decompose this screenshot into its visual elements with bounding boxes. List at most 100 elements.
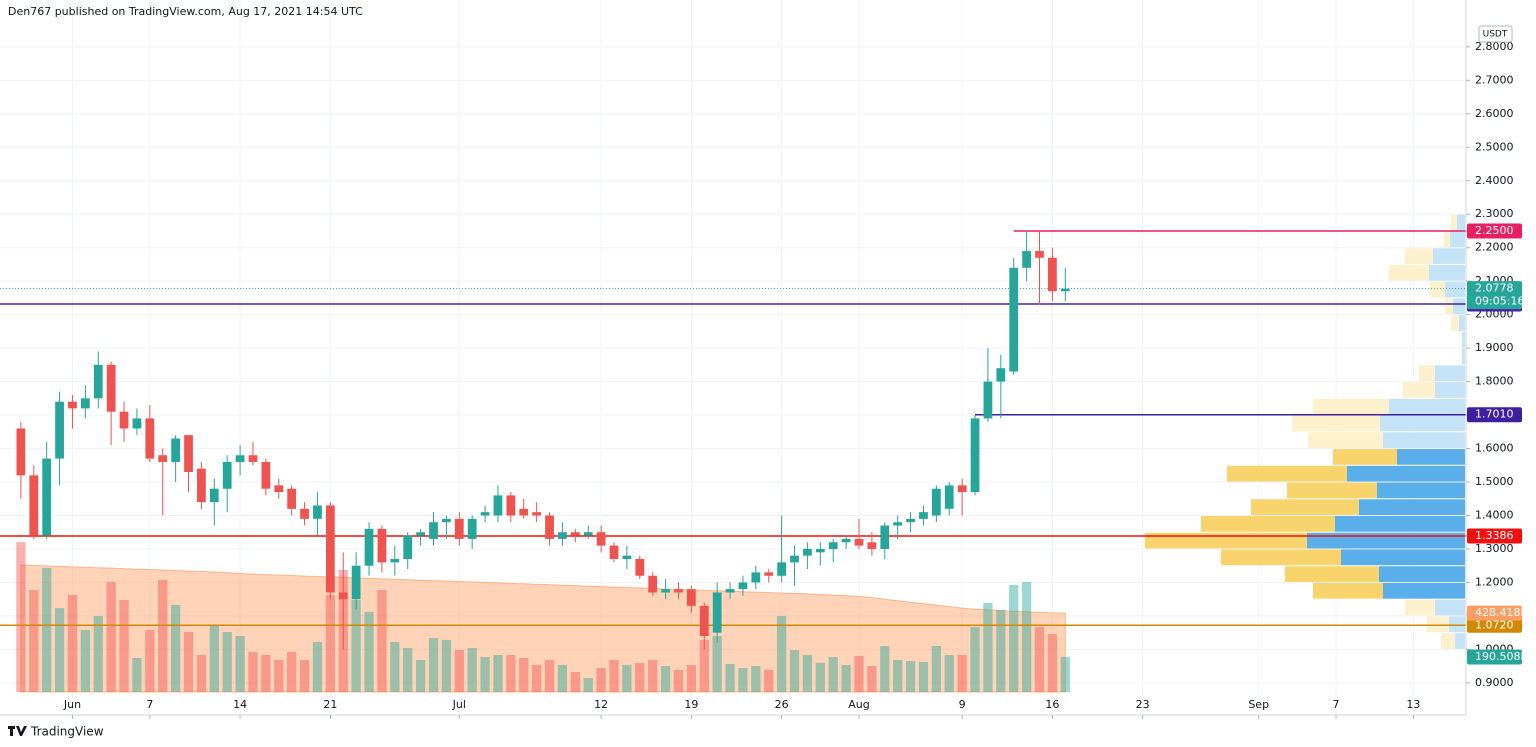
candle-body [545,515,554,539]
candle-body [996,368,1006,382]
candle-body [648,575,658,593]
profile-down [1427,616,1449,633]
volume-bar [183,632,194,692]
candle-body [596,532,606,546]
candle-body [209,488,219,503]
candle-body [248,455,258,462]
candle-body [893,522,903,526]
profile-up [1445,281,1465,298]
volume-bar [480,657,490,692]
candle-body [287,488,297,509]
volume-bar [841,664,851,692]
volume-bar [170,604,181,692]
volume-bar [673,669,684,692]
y-tick-label: 2.7000 [1475,73,1514,86]
level-label: 1.7010 [1475,408,1514,421]
candle-body [416,532,425,536]
volume-bar [738,668,748,692]
brand-logo [8,726,27,736]
volume-bar [119,600,129,692]
candle-body [815,548,825,553]
candle-body [93,364,103,399]
profile-down [1441,633,1455,649]
candle-body [377,528,387,563]
candle-body [532,512,542,516]
profile-up [1435,599,1465,616]
candle-body [841,538,851,543]
candle-body [609,545,619,560]
candle-body [1022,251,1031,268]
candle-body [42,458,52,536]
volume-bar [299,659,310,692]
volume-bar [403,648,413,692]
volume-ma-label-box [1467,605,1522,621]
volume-bar [29,590,39,692]
volume-bar [1047,634,1058,692]
candle-body [274,485,284,493]
candle-body [390,559,400,563]
volume-bar [158,579,168,692]
volume-profile [1145,214,1465,649]
profile-up [1359,499,1465,515]
volume-bar [415,659,426,692]
volume-ma-area [20,564,1066,693]
y-tick-label: 2.3000 [1475,207,1514,220]
profile-down [1451,214,1457,231]
level-label-box [1467,617,1522,633]
profile-down [1451,315,1459,331]
candle-body [119,411,129,429]
profile-up [1377,482,1465,499]
volume-bar [67,595,78,692]
volume-bar [377,590,387,692]
profile-up [1383,582,1465,599]
candle-body [803,548,812,556]
volume-bar [725,664,735,692]
volume-bar [93,616,103,692]
profile-up [1459,315,1465,331]
volume-bar [854,655,864,692]
candle-body [790,555,799,563]
profile-down [1333,449,1397,465]
volume-bar [622,664,632,692]
candle-body [738,582,748,590]
candle-body [480,512,490,516]
candle-body [184,435,193,472]
volume-bar [454,650,464,692]
volume-bar [789,650,800,692]
profile-up [1397,449,1465,465]
volume-bar [802,655,813,692]
profile-down [1287,482,1377,499]
profile-up [1341,549,1465,566]
y-tick-label: 1.8000 [1475,375,1514,388]
x-tick-label: 23 [1136,698,1150,711]
volume-bar [957,655,967,692]
candle-body [906,518,915,523]
profile-up [1335,515,1465,532]
level-label: 1.3386 [1475,529,1514,542]
volume-bar [751,666,761,692]
volume-bar [635,662,645,692]
volume-bar [893,659,903,692]
currency: USDT [1483,30,1508,40]
candle-body [106,364,116,412]
candle-body [261,461,271,489]
volume-bar [351,600,361,692]
volume-bar [583,678,593,692]
x-tick-label: Jul [452,698,466,711]
volume-bar [493,655,503,692]
x-tick-label: Sep [1248,698,1269,711]
volume-bar [570,671,580,692]
x-tick-label: 21 [323,698,337,711]
profile-up [1455,633,1465,649]
candles [16,230,1070,650]
x-tick-label: 7 [146,698,153,711]
level-label: 1.0720 [1475,618,1514,631]
volume-bar [815,662,825,692]
candle-body [145,418,155,459]
current-price-label-countdown: 09:05:16 [1475,295,1524,308]
current-price-label: 2.0778 [1475,282,1514,295]
x-tick-label: 12 [594,698,608,711]
volume-bar [557,664,568,692]
profile-down [1419,365,1435,382]
profile-down [1308,432,1383,449]
